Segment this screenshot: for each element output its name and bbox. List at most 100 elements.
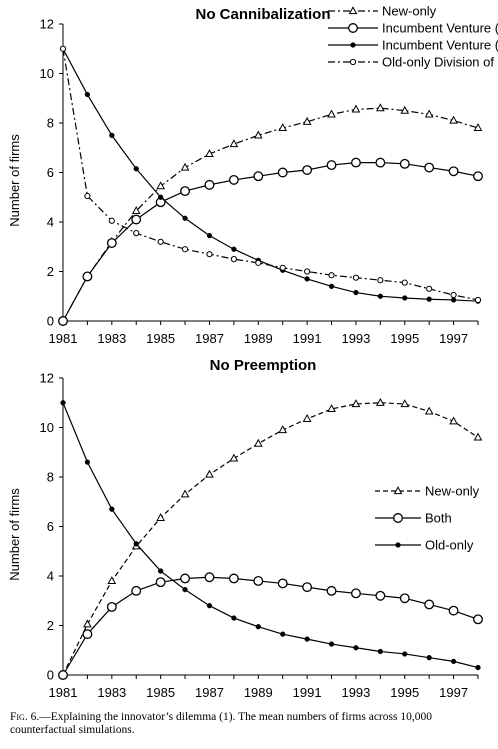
data-point (157, 568, 164, 574)
data-point (376, 397, 385, 406)
legend-label: New-only (382, 4, 437, 19)
data-point (83, 619, 92, 628)
data-point (353, 289, 359, 296)
y-tick-label: 6 (47, 165, 54, 180)
legend-marker (348, 23, 358, 33)
data-point (450, 297, 457, 303)
data-point (473, 171, 483, 182)
x-tick-label: 1981 (49, 331, 78, 346)
data-point (399, 158, 410, 169)
legend-label: Incumbent Venture (post-innovation) (382, 21, 498, 36)
data-point (84, 459, 91, 465)
data-point (206, 603, 213, 609)
y-tick-label: 12 (40, 17, 54, 32)
data-point (302, 165, 313, 175)
series-line (62, 162, 479, 322)
data-point (60, 400, 66, 406)
data-point (228, 174, 239, 185)
data-point (328, 272, 335, 279)
data-point (84, 91, 91, 98)
legend-marker (395, 542, 401, 548)
data-point (304, 276, 310, 282)
data-point (229, 139, 239, 148)
data-point (253, 171, 264, 182)
legend-marker (350, 42, 356, 48)
data-point (450, 658, 457, 665)
x-tick-label: 1993 (341, 331, 370, 346)
data-point (58, 670, 68, 680)
data-point (131, 585, 142, 596)
data-point (58, 316, 68, 326)
data-point (205, 469, 214, 478)
data-point (302, 116, 312, 125)
data-point (182, 215, 188, 221)
data-point (277, 167, 288, 178)
data-point (156, 181, 165, 190)
y-tick-label: 8 (47, 470, 54, 485)
data-point (302, 582, 313, 593)
data-point (231, 615, 237, 621)
data-point (449, 115, 458, 124)
data-point (350, 157, 361, 168)
data-point (279, 264, 286, 271)
legend-marker (348, 6, 358, 15)
x-tick-label: 1989 (244, 331, 273, 346)
data-point (84, 192, 91, 200)
legend-marker (393, 486, 403, 495)
data-point (180, 573, 191, 584)
data-point (400, 399, 410, 408)
chart-title: No Preemption (210, 357, 317, 374)
data-point (133, 541, 139, 547)
data-point (229, 453, 239, 462)
x-tick-label: 1989 (244, 685, 273, 700)
data-point (426, 655, 432, 661)
series-line (62, 402, 479, 669)
data-point (375, 590, 386, 601)
data-point (426, 296, 432, 302)
legend-label: Both (425, 511, 452, 526)
series-line (62, 107, 479, 322)
figure-caption: Fig. 6.—Explaining the innovator’s dilem… (10, 711, 490, 737)
data-point (327, 109, 336, 118)
data-point (107, 576, 117, 585)
legend-marker (393, 513, 403, 523)
y-tick-label: 0 (47, 314, 54, 329)
x-tick-label: 1987 (195, 685, 224, 700)
data-point (475, 664, 481, 671)
data-point (352, 274, 360, 281)
series-line (62, 48, 479, 302)
data-point (157, 238, 164, 245)
data-point (304, 636, 310, 642)
x-tick-label: 1991 (293, 331, 322, 346)
data-point (133, 230, 140, 237)
series-line (62, 576, 479, 676)
data-point (377, 648, 384, 655)
x-tick-label: 1997 (439, 331, 468, 346)
data-point (376, 103, 385, 112)
data-point (206, 251, 213, 258)
data-point (277, 578, 288, 589)
y-tick-label: 8 (47, 116, 54, 131)
data-point (426, 285, 433, 292)
data-point (448, 605, 459, 616)
data-point (327, 404, 336, 413)
data-point (450, 291, 457, 299)
y-tick-label: 10 (40, 66, 54, 81)
data-point (204, 179, 215, 190)
x-tick-label: 1983 (97, 685, 126, 700)
data-point (326, 585, 337, 596)
data-point (353, 645, 359, 651)
data-point (401, 279, 408, 286)
data-point (255, 624, 261, 630)
data-point (351, 104, 361, 113)
x-tick-label: 1997 (439, 685, 468, 700)
data-point (375, 157, 386, 168)
data-point (473, 432, 483, 441)
data-point (400, 105, 410, 114)
data-point (82, 629, 93, 640)
series-line (62, 48, 479, 301)
legend-label: Old-only (425, 538, 474, 553)
chart-title: No Cannibalization (196, 6, 331, 23)
data-point (204, 572, 215, 583)
